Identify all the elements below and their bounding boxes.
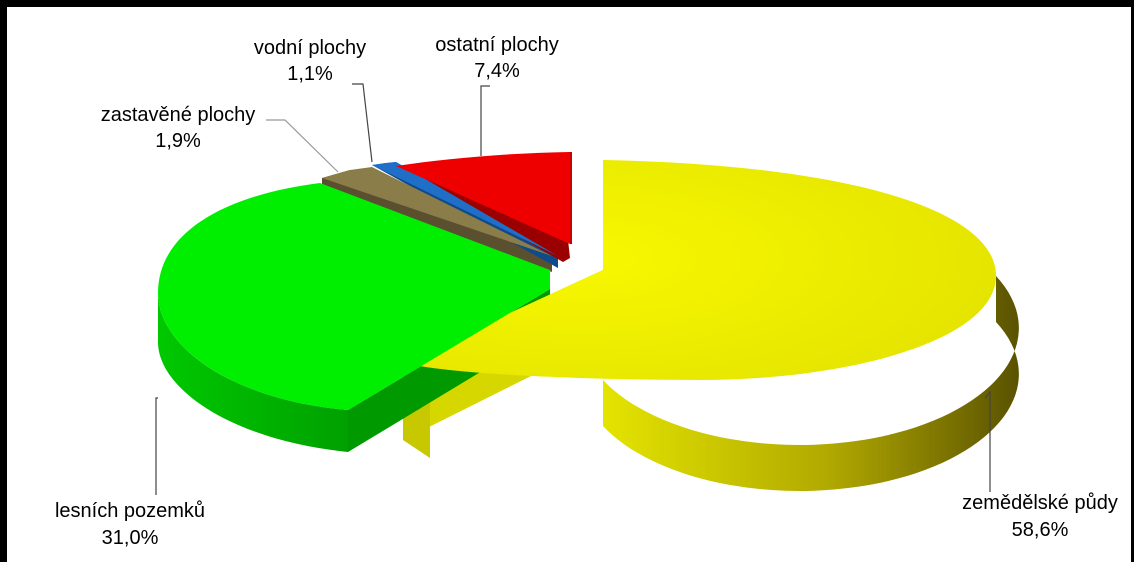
- slice-side-lesni: [158, 293, 348, 452]
- label-ostatni-value: 7,4%: [474, 60, 520, 82]
- label-lesni-value: 31,0%: [102, 527, 159, 549]
- label-vodni-value: 1,1%: [287, 63, 333, 85]
- label-zastavene-name: zastavěné plochy: [101, 104, 256, 126]
- slice-side-zemedelske: [603, 276, 1019, 491]
- leader-line-vodni: [352, 83, 373, 163]
- label-lesni-name: lesních pozemků: [55, 500, 205, 522]
- leader-line-lesni: [155, 397, 158, 495]
- label-zastavene-value: 1,9%: [155, 130, 201, 152]
- slice-zastavene-plochy: [322, 167, 552, 256]
- label-ostatni-name: ostatní plochy: [435, 34, 558, 56]
- slice-lesnich-pozemku: [158, 183, 550, 410]
- slice-ostatni-plochy-shade: [570, 152, 572, 244]
- leader-line-zastavene: [266, 119, 339, 173]
- slice-ostatni-plochy: [396, 152, 570, 244]
- label-zemedelske-name: zemědělské půdy: [962, 492, 1118, 514]
- label-vodni-name: vodní plochy: [254, 37, 366, 59]
- label-zemedelske-value: 58,6%: [1012, 519, 1069, 541]
- leader-line-ostatni: [480, 85, 490, 156]
- slice-zemedelske-pudy: [403, 160, 996, 380]
- slice-vodni-plochy: [372, 162, 558, 256]
- leader-line-zemedelske: [984, 390, 991, 492]
